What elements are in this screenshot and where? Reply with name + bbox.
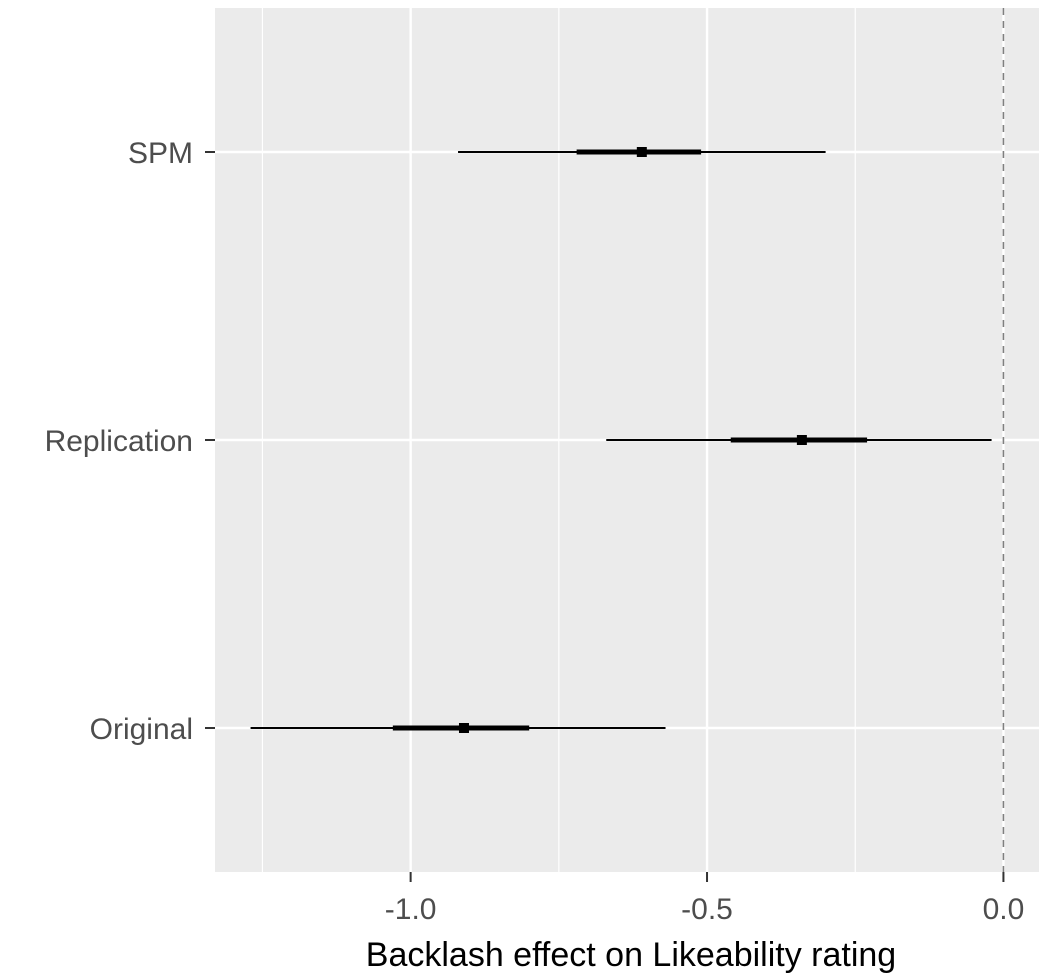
point-estimate — [636, 147, 647, 157]
y-tick-label: Replication — [45, 425, 193, 458]
x-axis-title: Backlash effect on Likeability rating — [366, 936, 896, 974]
axes-layer: SPM Replication Original -1.0 -0.5 0.0 — [45, 137, 1025, 926]
x-tick-label: -0.5 — [681, 893, 733, 926]
intervals-layer — [250, 147, 992, 733]
point-estimate — [796, 435, 807, 445]
y-tick-label: SPM — [128, 137, 193, 170]
x-tick-label: 0.0 — [983, 893, 1025, 926]
x-tick-label: -1.0 — [385, 893, 437, 926]
point-estimate — [458, 723, 469, 733]
y-tick-label: Original — [90, 713, 193, 746]
